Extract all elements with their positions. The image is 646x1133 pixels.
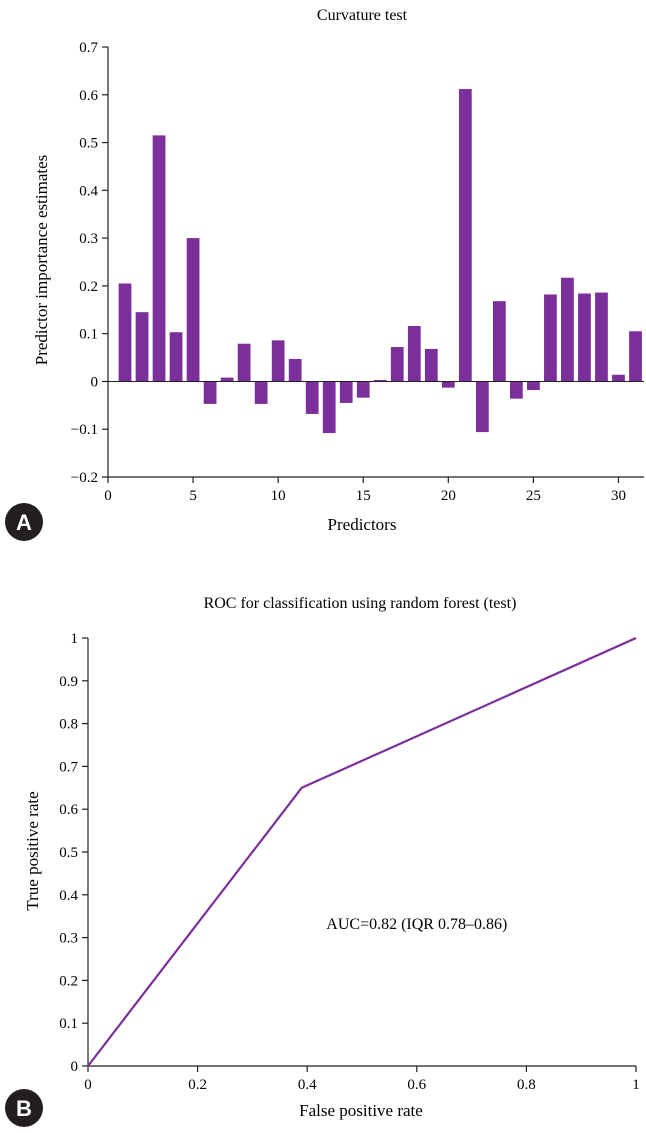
bar-predictor-3 [152,135,166,382]
x-tick-label: 5 [189,488,197,504]
y-tick-label: 1 [71,631,79,647]
bar-predictor-28 [578,293,591,382]
bar-predictor-26 [544,294,557,382]
y-tick-label: 0.5 [79,136,98,152]
bar-predictor-21 [458,89,472,382]
y-tick-label: 0.2 [59,973,78,989]
y-tick-label: 0.8 [59,717,78,733]
y-tick-label: 0.4 [59,888,78,904]
y-tick-label: 0.2 [79,279,98,295]
y-tick-label: 0.1 [59,1016,78,1032]
bar-predictor-29 [595,292,608,382]
bar-predictor-8 [237,343,251,382]
bar-predictor-10 [271,340,285,382]
bar-predictor-5 [186,238,200,382]
x-tick-label: 0 [84,1077,92,1093]
predictor-importance-chart: Curvature test −0.2 −0.1 0 0.1 0.2 0.3 0.4 0.5 0… [5,7,644,541]
bar-predictor-18 [407,326,421,382]
svg-text:A: A [16,510,32,535]
x-tick-label: 25 [526,488,541,504]
x-tick-label: 0.8 [517,1077,536,1093]
bar-predictor-14 [339,381,353,403]
y-tick-label: 0.9 [59,674,78,690]
x-tick-label: 20 [441,488,456,504]
bar-predictor-23 [492,301,506,382]
x-tick-label: 30 [611,488,626,504]
x-tick-label: 15 [356,488,371,504]
y-tick-label: 0.4 [79,183,98,199]
bar-predictor-20 [441,381,455,388]
y-tick-label: 0 [91,374,99,390]
y-tick-label: 0.7 [59,759,78,775]
bar-predictor-31 [629,331,642,382]
bar-predictor-22 [475,381,489,433]
y-tick-label: 0.6 [79,88,98,104]
y-tick-label: 0.6 [59,802,78,818]
y-tick-label: 0.3 [79,231,98,247]
y-tick-label: −0.1 [71,422,98,438]
bar-predictor-30 [612,374,625,382]
chart-title: ROC for classification using random fore… [204,595,517,612]
bar-predictor-13 [322,381,336,434]
bar-predictor-12 [305,381,319,414]
bar-predictor-6 [203,381,217,404]
svg-text:B: B [16,1096,32,1121]
bar-predictor-7 [220,377,234,382]
y-tick-label: 0 [71,1059,79,1075]
bar-predictor-4 [169,332,183,382]
x-tick-label: 0.6 [407,1077,426,1093]
x-tick-label: 0 [104,488,112,504]
y-axis-label: Predictor importance estimates [32,155,51,366]
bar-predictor-17 [390,347,404,382]
bar-predictor-25 [527,381,540,391]
y-tick-label: −0.2 [71,470,98,486]
roc-curve-line [87,636,637,1067]
bar-predictor-9 [254,381,268,404]
bar-predictor-15 [356,381,370,398]
bar-predictor-2 [135,312,149,382]
bar-predictor-11 [288,358,302,382]
x-axis-label: False positive rate [299,1101,423,1120]
bar-predictor-16 [373,380,387,382]
bar-predictor-1 [118,283,132,382]
y-tick-label: 0.3 [59,931,78,947]
y-tick-label: 0.7 [79,40,98,56]
x-axis-label: Predictors [328,515,397,534]
x-tick-label: 0.4 [298,1077,317,1093]
x-tick-label: 1 [632,1077,640,1093]
x-tick-label: 10 [271,488,286,504]
bar-predictor-24 [510,381,523,399]
bar-predictor-27 [561,277,574,382]
chart-title: Curvature test [317,7,408,24]
panel-badge-a: A [5,503,43,541]
y-tick-label: 0.1 [79,327,98,343]
panel-badge-b: B [5,1089,43,1127]
y-axis-label: True positive rate [23,791,42,910]
x-tick-label: 0.2 [188,1077,207,1093]
auc-annotation: AUC=0.82 (IQR 0.78–0.86) [326,916,507,933]
bar-predictor-19 [424,348,438,382]
y-tick-label: 0.5 [59,845,78,861]
